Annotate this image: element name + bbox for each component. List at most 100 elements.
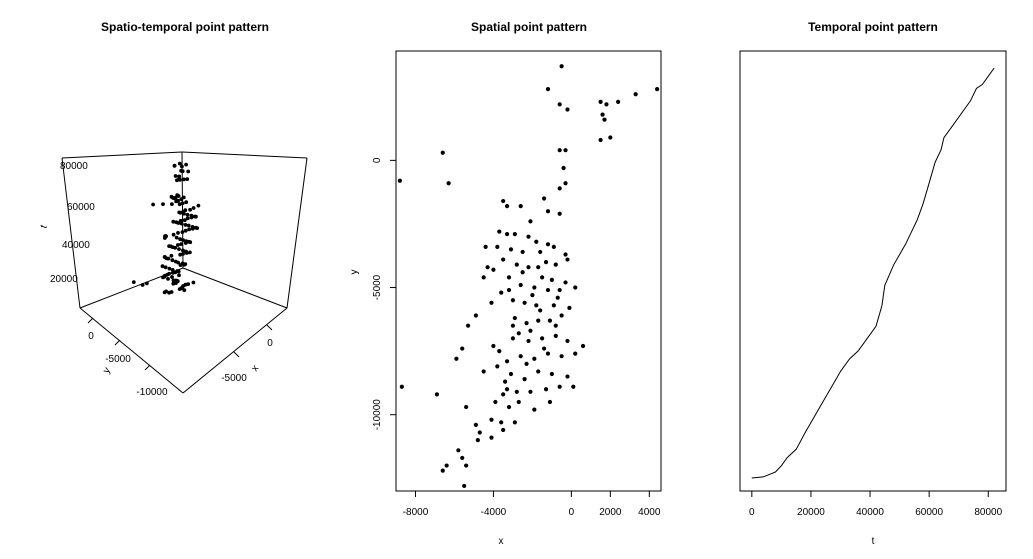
spatial-point xyxy=(501,392,506,397)
spatial-point xyxy=(524,321,529,326)
spatial-point xyxy=(485,265,490,270)
box-edge xyxy=(61,157,81,309)
spatial-point xyxy=(464,463,469,468)
spatial-point xyxy=(549,371,554,377)
spatio-temporal-point xyxy=(178,178,182,182)
spatial-point xyxy=(481,275,486,280)
spatio-temporal-point xyxy=(181,248,185,253)
spatio-temporal-point xyxy=(178,237,183,242)
spatial-point xyxy=(565,374,570,379)
temporal-panel: Temporal point pattern 0 20000 40000 60000 8… xyxy=(739,20,1007,547)
spatial-point xyxy=(440,468,445,473)
x-tick-0: 0 xyxy=(267,338,273,349)
spatial-point xyxy=(510,336,516,341)
spatio-temporal-point xyxy=(192,214,197,219)
spatio-temporal-point xyxy=(188,207,193,212)
spatio-temporal-point xyxy=(140,283,145,287)
spatial-point xyxy=(540,336,545,341)
spatial-point xyxy=(557,384,562,389)
spatio-temporal-point xyxy=(173,259,178,264)
spatial-point xyxy=(600,112,605,117)
spatial-point xyxy=(434,392,440,397)
spatio-temporal-point xyxy=(174,220,179,225)
spatial-point xyxy=(547,399,553,405)
box-tick xyxy=(87,317,94,324)
temporal-plot-frame xyxy=(739,50,1007,492)
spatio-temporal-point xyxy=(184,162,189,167)
spatial-point xyxy=(555,295,560,300)
box-tick xyxy=(233,351,240,358)
spatio-temporal-point xyxy=(184,249,188,254)
spatial-y-tick-label: -5000 xyxy=(372,274,383,300)
spatial-point xyxy=(510,298,516,303)
temporal-title: Temporal point pattern xyxy=(808,20,938,34)
spatial-point xyxy=(501,257,506,262)
spatial-y-tick-label: -10000 xyxy=(372,399,383,431)
spatial-point xyxy=(473,313,478,318)
spatio-temporal-point xyxy=(186,223,191,228)
box-edge xyxy=(79,307,184,394)
spatio-temporal-point xyxy=(180,201,185,206)
spatial-point xyxy=(526,338,531,344)
spatial-point xyxy=(571,384,576,389)
y-axis-label-3d: y xyxy=(101,366,113,376)
spatial-point xyxy=(514,262,519,267)
spatio-temporal-point xyxy=(185,177,190,182)
spatio-temporal-point xyxy=(177,202,182,207)
spatio-temporal-point xyxy=(196,203,201,208)
spatial-point xyxy=(489,435,494,440)
spatial-point xyxy=(524,361,529,366)
spatial-point xyxy=(512,420,517,425)
spatial-point xyxy=(553,262,558,267)
spatial-point xyxy=(456,448,461,453)
spatial-point xyxy=(440,150,445,155)
spatio-temporal-point xyxy=(151,202,156,207)
spatial-point xyxy=(633,92,638,97)
spatial-point xyxy=(495,244,500,249)
spatial-point xyxy=(557,186,562,191)
spatial-point xyxy=(493,399,498,405)
spatio-temporal-point xyxy=(160,264,165,269)
spatial-point xyxy=(557,102,562,107)
spatio-temporal-point xyxy=(175,269,180,273)
spatial-point xyxy=(520,249,525,255)
spatial-point xyxy=(514,389,519,394)
spatial-point xyxy=(522,300,527,305)
spatial-point xyxy=(462,483,467,489)
spatio-temporal-point xyxy=(170,275,174,279)
spatial-point xyxy=(489,417,494,422)
spatial-point xyxy=(491,267,496,272)
spatio-temporal-point xyxy=(162,290,167,295)
spatial-y-label: y xyxy=(349,270,360,275)
spatio-temporal-point xyxy=(163,234,168,238)
spatial-point xyxy=(481,369,486,374)
spatial-point xyxy=(545,242,551,247)
spatial-point xyxy=(501,198,506,204)
y-tick-5000: -5000 xyxy=(105,354,131,365)
spatio-temporal-point xyxy=(181,195,186,200)
spatial-point xyxy=(528,328,533,333)
spatial-point xyxy=(518,204,523,209)
spatio-temporal-point xyxy=(184,239,189,244)
spatial-point xyxy=(540,275,545,280)
spatio-temporal-point xyxy=(170,268,175,272)
box-tick xyxy=(144,364,151,371)
spatial-point xyxy=(508,371,514,377)
z-tick-20000: 20000 xyxy=(50,274,78,285)
spatial-point xyxy=(553,323,558,328)
spatial-point xyxy=(483,244,488,249)
spatial-point xyxy=(497,349,502,354)
spatial-point xyxy=(563,280,568,285)
spatial-point xyxy=(608,135,613,140)
spatial-point xyxy=(516,331,521,336)
spatial-point xyxy=(477,430,482,435)
spatial-point xyxy=(499,290,504,295)
spatio-temporal-point xyxy=(180,261,185,266)
temporal-cumulative-line xyxy=(751,67,995,479)
spatio-temporal-point xyxy=(182,218,187,223)
spatial-point xyxy=(506,275,512,280)
spatio-temporal-point xyxy=(186,169,191,174)
spatial-point xyxy=(506,287,512,293)
spatio-temporal-point xyxy=(176,231,180,235)
spatio-temporal-point xyxy=(179,168,184,173)
